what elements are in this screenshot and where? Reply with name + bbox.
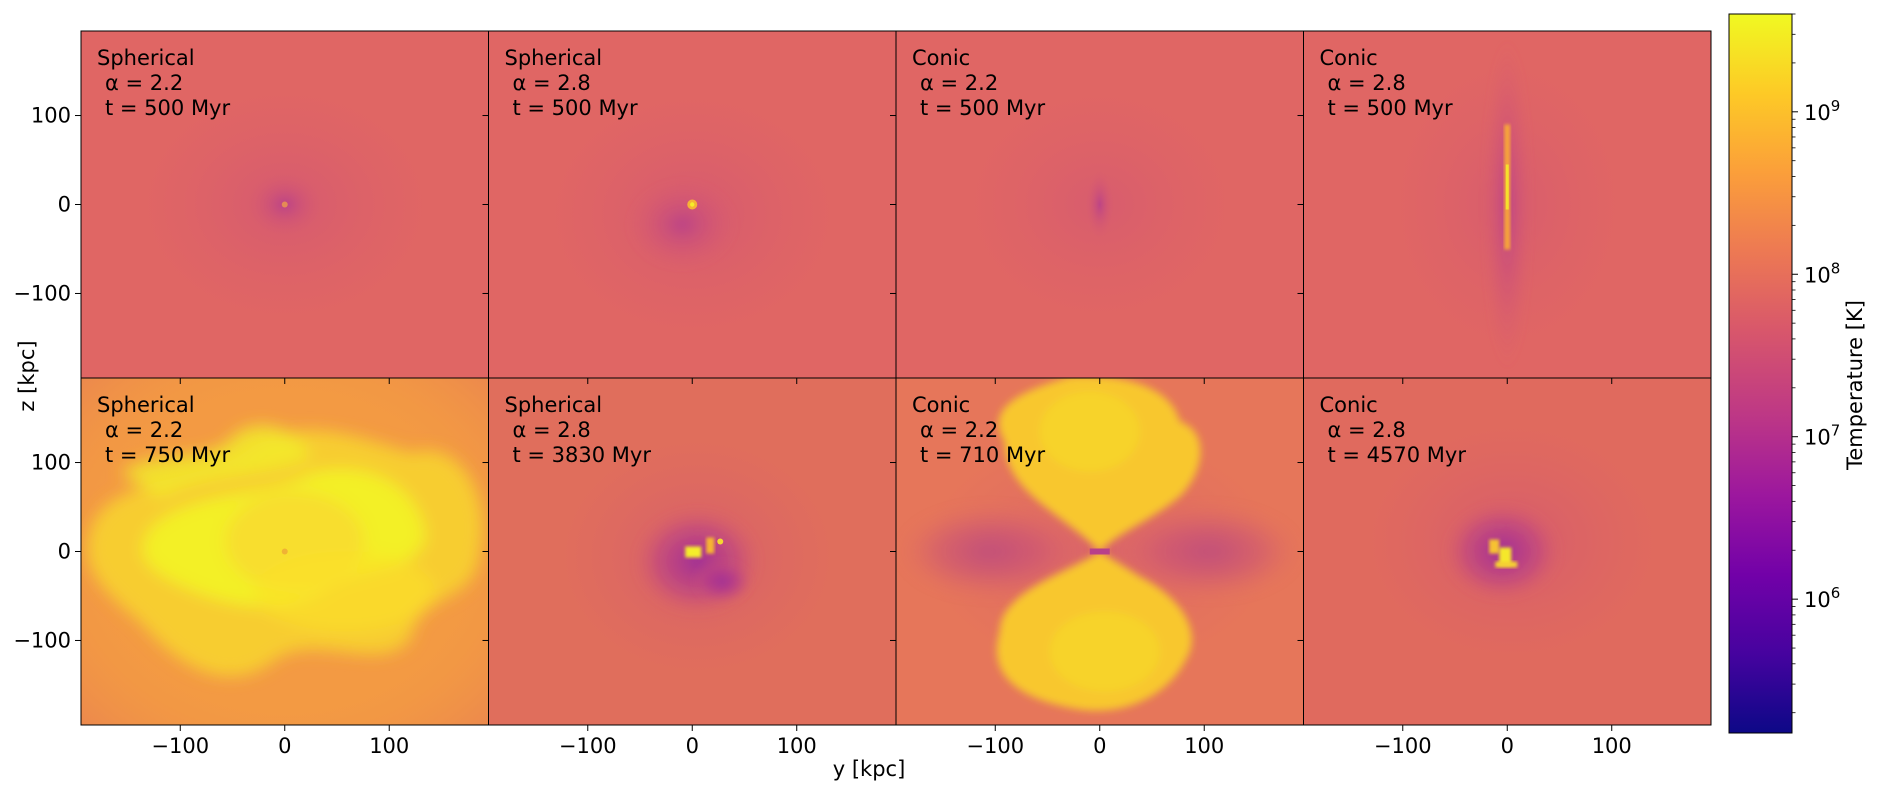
panel-geometry-label: Conic	[912, 393, 970, 417]
x-tick-label: −100	[151, 734, 209, 758]
x-tick-label: 100	[777, 734, 817, 758]
panel-image	[1303, 378, 1711, 725]
colorbar-tick-label: 109	[1804, 97, 1840, 125]
colorbar-tick-label: 107	[1804, 422, 1840, 450]
panel-geometry-label: Conic	[912, 46, 970, 70]
x-tick-label: 100	[1592, 734, 1632, 758]
axes: −100 0 100 −100 0 100 −100 0 100 −100 0 100 −100 0 100…	[13, 104, 1631, 758]
panel-alpha-label: α = 2.8	[1328, 418, 1406, 442]
panel-time-label: t = 500 Myr	[920, 96, 1045, 120]
panel-alpha-label: α = 2.8	[1328, 71, 1406, 95]
colorbar: 106 107 108 109 Temperature [K]	[1728, 13, 1867, 734]
panel-alpha-label: α = 2.8	[513, 418, 591, 442]
panel-geometry-label: Spherical	[505, 46, 603, 70]
x-axis-label: y [kpc]	[833, 757, 906, 781]
x-tick-label: −100	[966, 734, 1024, 758]
y-tick-label: 0	[58, 193, 71, 217]
panel-alpha-label: α = 2.2	[105, 418, 183, 442]
panel-image	[81, 378, 489, 725]
colorbar-tick-exponent: 9	[1831, 97, 1841, 115]
x-tick-label: 100	[369, 734, 409, 758]
y-tick-label: 100	[31, 451, 71, 475]
y-tick-label: 0	[58, 540, 71, 564]
panel-image	[81, 31, 489, 378]
y-tick-label: −100	[13, 281, 71, 305]
panel-alpha-label: α = 2.2	[920, 71, 998, 95]
x-tick-label: 0	[1501, 734, 1514, 758]
panel-time-label: t = 750 Myr	[105, 443, 230, 467]
y-tick-label: −100	[13, 628, 71, 652]
colorbar-ticks: 106 107 108 109	[1792, 13, 1840, 714]
panel-geometry-label: Spherical	[97, 46, 195, 70]
y-axis-label: z [kpc]	[15, 340, 39, 411]
x-tick-label: 100	[1184, 734, 1224, 758]
panel-image	[488, 378, 896, 725]
panel-time-label: t = 3830 Myr	[513, 443, 652, 467]
colorbar-tick-exponent: 6	[1831, 584, 1841, 602]
x-tick-label: 0	[686, 734, 699, 758]
panel-time-label: t = 500 Myr	[105, 96, 230, 120]
colorbar-label: Temperature [K]	[1843, 300, 1867, 471]
panel-alpha-label: α = 2.8	[513, 71, 591, 95]
panel-time-label: t = 4570 Myr	[1328, 443, 1467, 467]
x-tick-label: −100	[559, 734, 617, 758]
panel-image	[896, 31, 1304, 378]
colorbar-tick-exponent: 7	[1831, 422, 1841, 440]
panel-geometry-label: Conic	[1320, 393, 1378, 417]
colorbar-gradient	[1728, 13, 1793, 734]
panel-geometry-label: Spherical	[505, 393, 603, 417]
panel-time-label: t = 500 Myr	[1328, 96, 1453, 120]
x-tick-label: 0	[1093, 734, 1106, 758]
x-tick-label: −100	[1374, 734, 1432, 758]
panel-geometry-label: Conic	[1320, 46, 1378, 70]
x-tick-label: 0	[278, 734, 291, 758]
panel-time-label: t = 500 Myr	[513, 96, 638, 120]
colorbar-tick-label: 106	[1804, 584, 1840, 612]
panel-image	[896, 378, 1304, 725]
panel-alpha-label: α = 2.2	[920, 418, 998, 442]
y-tick-label: 100	[31, 104, 71, 128]
panel-geometry-label: Spherical	[97, 393, 195, 417]
panel-time-label: t = 710 Myr	[920, 443, 1045, 467]
panel-image	[488, 31, 896, 378]
panel-image	[1303, 31, 1711, 378]
colorbar-tick-label: 108	[1804, 259, 1840, 287]
colorbar-tick-exponent: 8	[1831, 259, 1841, 277]
panel-alpha-label: α = 2.2	[105, 71, 183, 95]
